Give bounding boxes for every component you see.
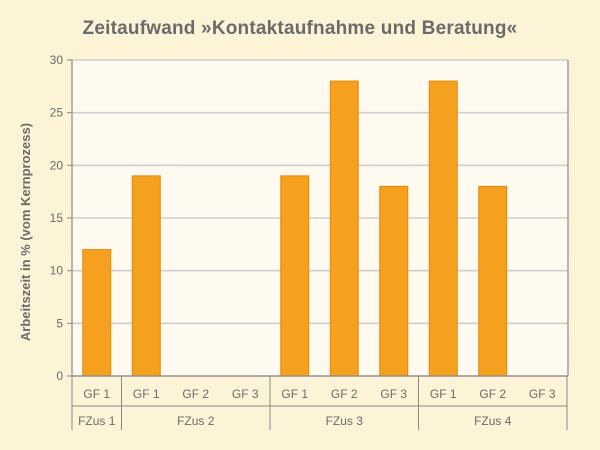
x-group-label: FZus 2 — [177, 414, 215, 428]
x-group-label: FZus 1 — [78, 414, 116, 428]
x-group-label: FZus 4 — [474, 414, 512, 428]
y-tick-label: 10 — [50, 264, 64, 278]
bar — [428, 80, 458, 377]
x-category-label: GF 1 — [83, 387, 110, 401]
bar — [280, 175, 310, 377]
y-tick-label: 15 — [50, 211, 64, 225]
y-tick-label: 0 — [56, 369, 63, 383]
y-tick-label: 30 — [50, 53, 64, 67]
x-category-label: GF 1 — [281, 387, 308, 401]
x-category-label: GF 2 — [182, 387, 209, 401]
bar — [478, 185, 508, 377]
x-category-label: GF 3 — [232, 387, 259, 401]
y-tick-label: 5 — [56, 316, 63, 330]
x-group-label: FZus 3 — [326, 414, 364, 428]
y-tick-label: 20 — [50, 158, 64, 172]
bar — [82, 249, 112, 377]
x-category-label: GF 2 — [331, 387, 358, 401]
x-category-label: GF 1 — [430, 387, 457, 401]
x-category-label: GF 1 — [133, 387, 160, 401]
bar — [131, 175, 161, 377]
bars — [82, 80, 508, 377]
labels: 0 5 10 15 20 25 30 GF 1 FZus 1 GF 1 GF 2 GF 3 FZus 2… — [50, 53, 556, 428]
bar — [379, 185, 409, 377]
y-axis-label: Arbeitszeit in % (vom Kernprozess) — [18, 123, 33, 341]
y-tick-label: 25 — [50, 106, 64, 120]
x-category-label: GF 2 — [479, 387, 506, 401]
x-category-label: GF 3 — [529, 387, 556, 401]
axes — [67, 59, 569, 430]
chart-title: Zeitaufwand »Kontaktaufnahme und Beratun… — [82, 18, 518, 39]
bar — [329, 80, 359, 377]
x-category-label: GF 3 — [380, 387, 407, 401]
